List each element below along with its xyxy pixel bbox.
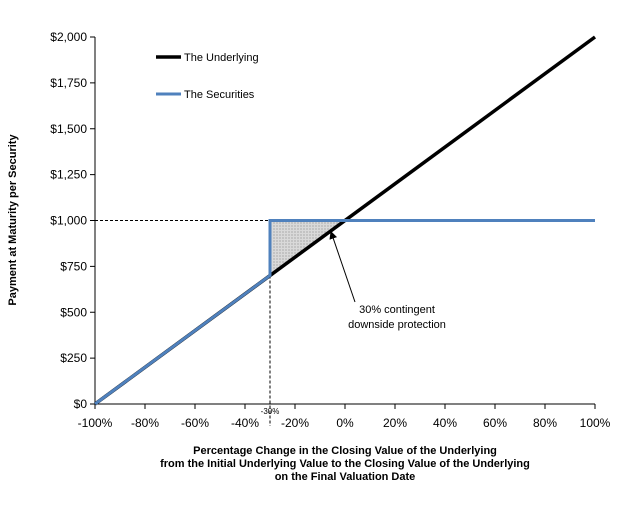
x-tick-label: 20% [383,416,407,430]
x-tick-label: -40% [231,416,259,430]
x-tick-label: -100% [78,416,113,430]
x-tick-label: -60% [181,416,209,430]
protection-text-line-1: 30% contingent [359,304,435,316]
x-tick-label: 40% [433,416,457,430]
x-axis-title-line-1: Percentage Change in the Closing Value o… [193,445,497,457]
y-tick-label: $1,250 [50,168,87,182]
x-tick-label: 60% [483,416,507,430]
y-axis-title: Payment at Maturity per Security [7,134,19,306]
x-axis-title-line-3: on the Final Valuation Date [275,471,416,483]
x-tick-label: 80% [533,416,557,430]
y-tick-label: $250 [60,351,87,365]
y-tick-label: $1,750 [50,76,87,90]
series-line-securities [94,219,595,406]
y-tick-label: $0 [74,397,88,411]
legend-label-securities: The Securities [184,89,255,101]
x-tick-label: -80% [131,416,159,430]
x-tick-label: 100% [580,416,611,430]
y-tick-label: $500 [60,305,87,319]
x-tick-label: 0% [336,416,354,430]
y-tick-label: $1,500 [50,122,87,136]
barrier-label: -30% [261,407,280,416]
protection-text-line-2: downside protection [348,319,446,331]
x-axis-title-line-2: from the Initial Underlying Value to the… [160,458,530,470]
x-tick-label: -20% [281,416,309,430]
protection-arrow [329,230,356,303]
legend-label-underlying: The Underlying [184,52,259,64]
y-tick-label: $1,000 [50,214,87,228]
y-tick-label: $750 [60,259,87,273]
y-tick-label: $2,000 [50,30,87,44]
